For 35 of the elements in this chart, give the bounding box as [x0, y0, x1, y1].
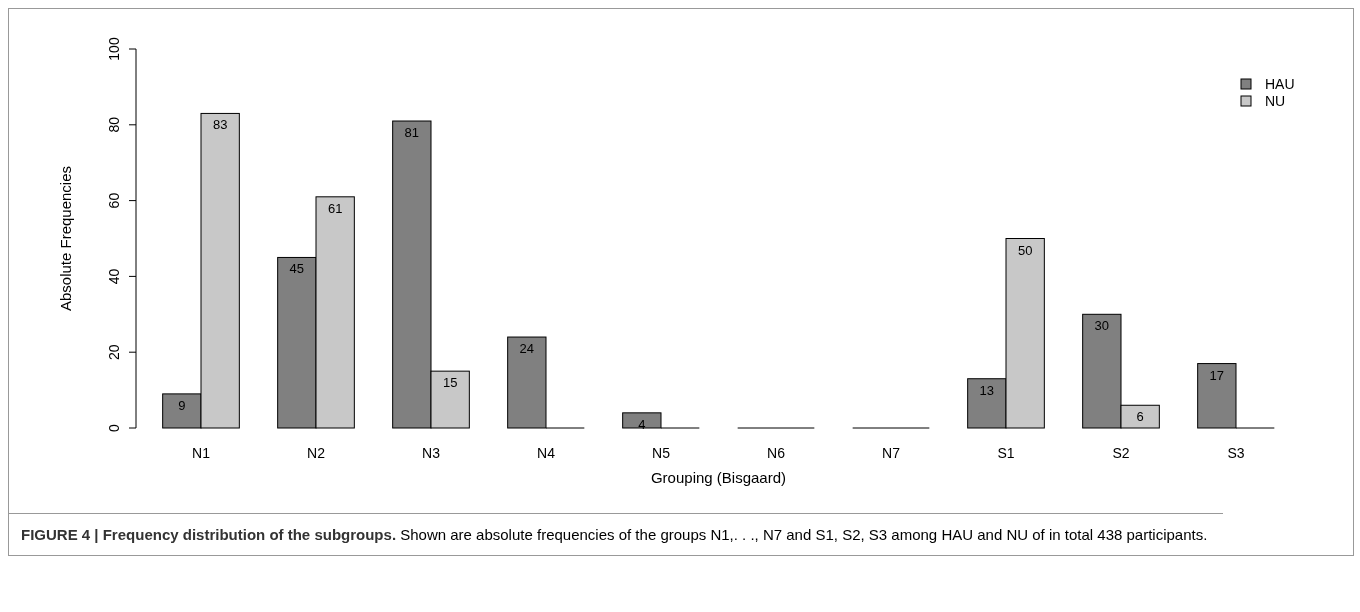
- y-tick-label: 80: [106, 116, 122, 133]
- x-tick-label: S1: [997, 445, 1015, 461]
- x-tick-label: S3: [1227, 445, 1245, 461]
- x-tick-label: N3: [422, 445, 441, 461]
- data-label: 17: [1209, 367, 1225, 383]
- legend-label: NU: [1265, 93, 1286, 109]
- data-label: 6: [1136, 409, 1144, 425]
- data-label: 13: [979, 382, 995, 398]
- data-label: 30: [1094, 318, 1110, 334]
- x-tick-label: S2: [1112, 445, 1130, 461]
- x-tick-label: N2: [307, 445, 326, 461]
- data-label: 45: [289, 261, 305, 277]
- data-label: 4: [638, 416, 646, 432]
- data-label: 61: [327, 200, 343, 216]
- x-tick-label: N4: [537, 445, 556, 461]
- y-tick-label: 100: [106, 37, 122, 61]
- x-axis-title: Grouping (Bisgaard): [650, 469, 787, 486]
- text: FIGURE 4 | Frequency distribution of the subgroups.: [21, 526, 397, 543]
- data-label: 9: [178, 397, 186, 413]
- y-tick-label: 60: [106, 192, 122, 209]
- data-label: 81: [404, 125, 420, 141]
- y-tick-label: 0: [106, 423, 122, 432]
- x-tick-label: N7: [882, 445, 901, 461]
- y-axis-title: Absolute Frequencies: [57, 165, 74, 312]
- data-label: 15: [442, 375, 458, 391]
- data-label: 50: [1017, 242, 1033, 258]
- text: Shown are absolute frequencies of the groups N1,. . ., N7 and S1, S2, S3 among HAU and NU of in total 438 participants.: [400, 526, 1208, 543]
- x-tick-label: N6: [767, 445, 786, 461]
- y-tick-label: 40: [106, 268, 122, 285]
- x-tick-label: N1: [192, 445, 211, 461]
- data-label: 83: [212, 117, 228, 133]
- legend-label: HAU: [1265, 76, 1295, 92]
- data-label: 24: [519, 341, 535, 357]
- y-tick-label: 20: [106, 344, 122, 360]
- x-tick-label: N5: [652, 445, 671, 461]
